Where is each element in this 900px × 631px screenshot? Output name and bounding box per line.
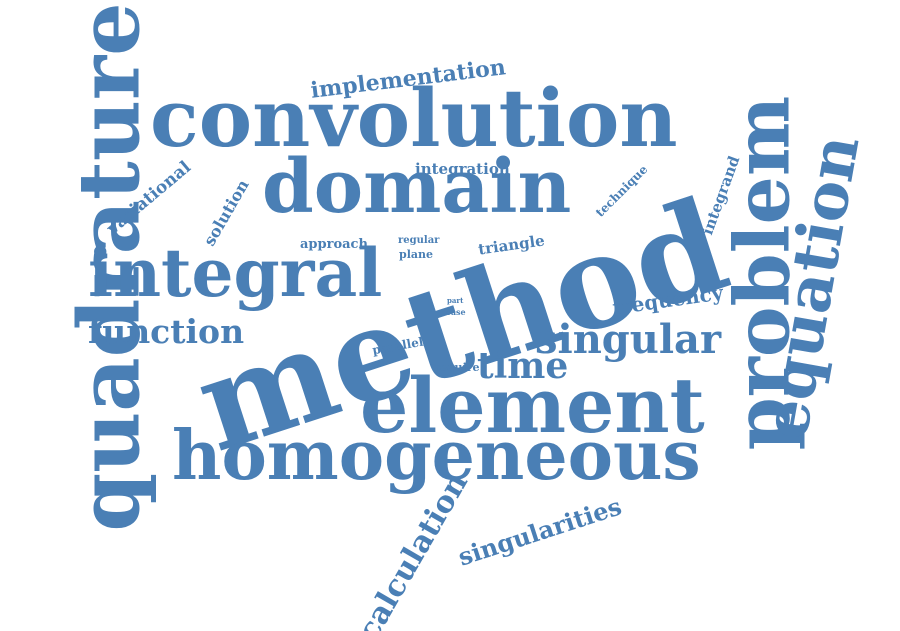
word-function: function xyxy=(88,312,245,351)
word-part: part xyxy=(447,296,464,305)
word-regular: regular xyxy=(398,235,440,246)
word-require: require xyxy=(434,361,480,374)
word-approach: approach xyxy=(300,237,368,252)
word-integration: integration xyxy=(415,160,510,178)
word-time: time xyxy=(477,345,569,387)
word-homogeneous: homogeneous xyxy=(172,416,701,496)
word-plane: plane xyxy=(399,248,433,261)
word-case: case xyxy=(446,307,466,317)
word-integral: integral xyxy=(88,234,383,312)
word-singular: singular xyxy=(535,316,722,363)
word-singularities: singularities xyxy=(454,491,625,572)
word-domain: domain xyxy=(262,144,572,230)
word-convolution: convolution xyxy=(150,71,678,165)
word-element: element xyxy=(360,361,705,450)
